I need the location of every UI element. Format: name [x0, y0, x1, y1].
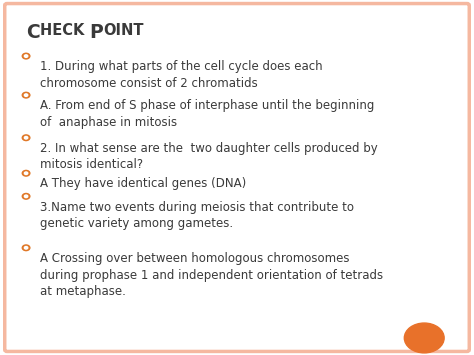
- Circle shape: [22, 53, 30, 59]
- Circle shape: [24, 94, 28, 97]
- Text: A Crossing over between homologous chromosomes
during prophase 1 and independent: A Crossing over between homologous chrom…: [40, 252, 383, 298]
- Text: A. From end of S phase of interphase until the beginning
of  anaphase in mitosis: A. From end of S phase of interphase unt…: [40, 99, 374, 129]
- Circle shape: [24, 195, 28, 198]
- Circle shape: [24, 172, 28, 175]
- Text: 1. During what parts of the cell cycle does each
chromosome consist of 2 chromat: 1. During what parts of the cell cycle d…: [40, 60, 323, 90]
- Text: A They have identical genes (DNA): A They have identical genes (DNA): [40, 178, 246, 191]
- Circle shape: [404, 323, 444, 353]
- Circle shape: [24, 246, 28, 249]
- Circle shape: [22, 193, 30, 199]
- Circle shape: [22, 170, 30, 176]
- Circle shape: [24, 55, 28, 58]
- Text: 3.Name two events during meiosis that contribute to
genetic variety among gamete: 3.Name two events during meiosis that co…: [40, 201, 354, 230]
- Circle shape: [22, 92, 30, 98]
- Text: HECK: HECK: [40, 23, 89, 38]
- Circle shape: [24, 136, 28, 139]
- FancyBboxPatch shape: [5, 4, 469, 351]
- Text: OINT: OINT: [103, 23, 144, 38]
- Circle shape: [22, 245, 30, 251]
- Text: C: C: [26, 23, 40, 42]
- Circle shape: [22, 135, 30, 141]
- Text: 2. In what sense are the  two daughter cells produced by
mitosis identical?: 2. In what sense are the two daughter ce…: [40, 142, 378, 171]
- Text: P: P: [89, 23, 103, 42]
